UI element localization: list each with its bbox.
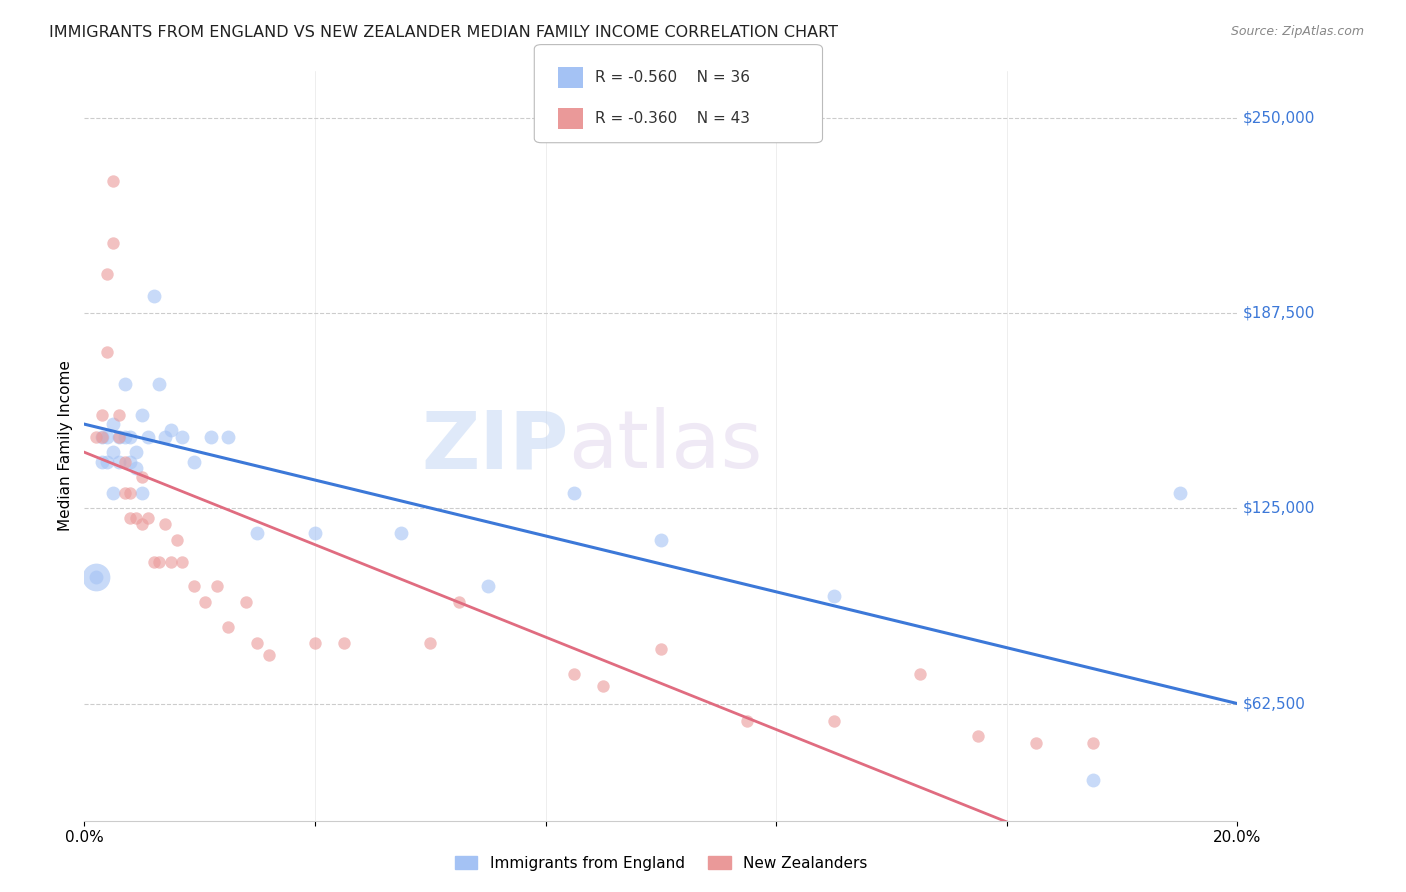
- Point: [90, 408, 112, 422]
- Point: [183, 580, 205, 594]
- Point: [120, 430, 142, 444]
- Point: [142, 289, 165, 303]
- Point: [477, 580, 499, 594]
- Point: [125, 461, 148, 475]
- Point: [84, 570, 107, 584]
- Point: [205, 580, 228, 594]
- Point: [153, 430, 176, 444]
- Point: [90, 430, 112, 444]
- Point: [564, 485, 586, 500]
- Point: [96, 345, 118, 359]
- Point: [246, 526, 269, 541]
- Point: [103, 417, 124, 431]
- Point: [823, 714, 845, 728]
- Legend: Immigrants from England, New Zealanders: Immigrants from England, New Zealanders: [449, 849, 873, 877]
- Point: [103, 173, 124, 188]
- Point: [108, 408, 131, 422]
- Text: ZIP: ZIP: [422, 407, 568, 485]
- Point: [1025, 735, 1047, 749]
- Point: [120, 510, 142, 524]
- Point: [114, 485, 136, 500]
- Point: [823, 589, 845, 603]
- Point: [96, 455, 118, 469]
- Point: [1168, 485, 1191, 500]
- Text: $125,000: $125,000: [1243, 501, 1316, 516]
- Text: R = -0.560    N = 36: R = -0.560 N = 36: [595, 70, 749, 85]
- Point: [153, 516, 176, 531]
- Point: [160, 554, 183, 569]
- Point: [114, 376, 136, 391]
- Text: $250,000: $250,000: [1243, 111, 1316, 126]
- Point: [84, 570, 107, 584]
- Point: [737, 714, 759, 728]
- Point: [183, 455, 205, 469]
- Text: atlas: atlas: [568, 407, 763, 485]
- Point: [108, 455, 131, 469]
- Point: [148, 376, 170, 391]
- Point: [166, 533, 188, 547]
- Point: [218, 430, 240, 444]
- Point: [1083, 772, 1105, 788]
- Point: [172, 430, 194, 444]
- Text: Source: ZipAtlas.com: Source: ZipAtlas.com: [1230, 25, 1364, 38]
- Point: [235, 595, 257, 609]
- Point: [592, 680, 614, 694]
- Point: [391, 526, 413, 541]
- Point: [120, 455, 142, 469]
- Point: [108, 430, 131, 444]
- Text: $62,500: $62,500: [1243, 696, 1306, 711]
- Point: [136, 430, 159, 444]
- Point: [333, 635, 356, 649]
- Point: [304, 526, 326, 541]
- Point: [564, 667, 586, 681]
- Point: [125, 445, 148, 459]
- Point: [103, 485, 124, 500]
- Point: [967, 730, 990, 744]
- Point: [90, 455, 112, 469]
- Point: [84, 430, 107, 444]
- Point: [650, 533, 672, 547]
- Point: [910, 667, 932, 681]
- Point: [125, 510, 148, 524]
- Point: [136, 510, 159, 524]
- Point: [90, 430, 112, 444]
- Y-axis label: Median Family Income: Median Family Income: [58, 360, 73, 532]
- Point: [131, 470, 153, 484]
- Point: [419, 635, 441, 649]
- Point: [160, 424, 183, 438]
- Point: [114, 430, 136, 444]
- Text: R = -0.360    N = 43: R = -0.360 N = 43: [595, 112, 749, 126]
- Point: [218, 620, 240, 634]
- Point: [246, 635, 269, 649]
- Point: [96, 268, 118, 282]
- Point: [172, 554, 194, 569]
- Point: [1083, 735, 1105, 749]
- Point: [131, 408, 153, 422]
- Point: [142, 554, 165, 569]
- Point: [257, 648, 280, 662]
- Point: [148, 554, 170, 569]
- Point: [103, 236, 124, 251]
- Point: [131, 485, 153, 500]
- Point: [194, 595, 217, 609]
- Point: [131, 516, 153, 531]
- Point: [103, 445, 124, 459]
- Text: $187,500: $187,500: [1243, 306, 1316, 321]
- Text: IMMIGRANTS FROM ENGLAND VS NEW ZEALANDER MEDIAN FAMILY INCOME CORRELATION CHART: IMMIGRANTS FROM ENGLAND VS NEW ZEALANDER…: [49, 25, 838, 40]
- Point: [200, 430, 222, 444]
- Point: [120, 485, 142, 500]
- Point: [108, 430, 131, 444]
- Point: [650, 642, 672, 657]
- Point: [114, 455, 136, 469]
- Point: [449, 595, 471, 609]
- Point: [304, 635, 326, 649]
- Point: [96, 430, 118, 444]
